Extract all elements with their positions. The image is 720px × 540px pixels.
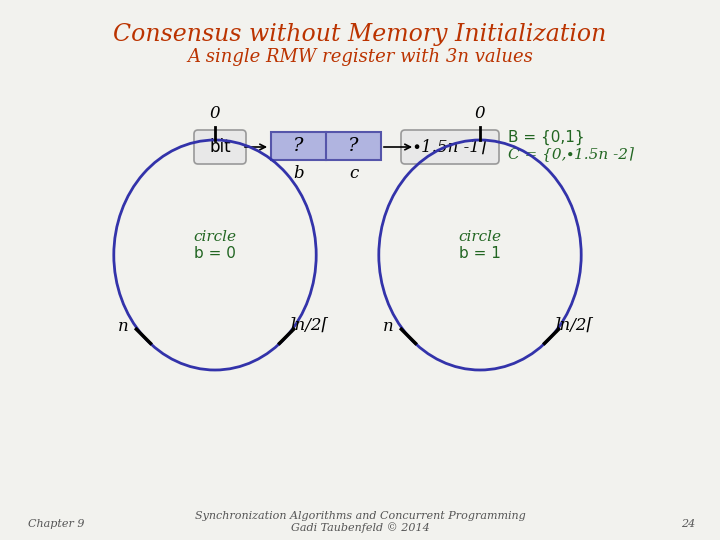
Text: ?: ? bbox=[348, 137, 359, 155]
Text: circle: circle bbox=[459, 230, 502, 244]
Text: bit: bit bbox=[210, 138, 231, 156]
Text: Consensus without Memory Initialization: Consensus without Memory Initialization bbox=[113, 23, 607, 45]
Text: n: n bbox=[118, 318, 129, 335]
Text: ?: ? bbox=[293, 137, 304, 155]
Text: Synchronization Algorithms and Concurrent Programming
Gadi Taubenfeld © 2014: Synchronization Algorithms and Concurren… bbox=[194, 511, 526, 534]
Text: ∙1.5n -1⌉: ∙1.5n -1⌉ bbox=[413, 138, 487, 156]
FancyBboxPatch shape bbox=[401, 130, 499, 164]
Text: 0: 0 bbox=[474, 105, 485, 122]
Text: circle: circle bbox=[194, 230, 236, 244]
FancyBboxPatch shape bbox=[271, 132, 381, 160]
Text: c: c bbox=[349, 165, 358, 183]
Text: b: b bbox=[293, 165, 304, 183]
Text: C = {0,∙1.5n -2⌉: C = {0,∙1.5n -2⌉ bbox=[508, 147, 634, 163]
Text: B = {0,1}: B = {0,1} bbox=[508, 130, 585, 145]
Text: A single RMW register with 3n values: A single RMW register with 3n values bbox=[187, 48, 533, 66]
Text: 0: 0 bbox=[210, 105, 220, 122]
Text: ⌉n/2⌈: ⌉n/2⌈ bbox=[554, 318, 593, 335]
Text: b = 1: b = 1 bbox=[459, 246, 501, 260]
Text: n: n bbox=[383, 318, 394, 335]
Text: b = 0: b = 0 bbox=[194, 246, 236, 260]
FancyBboxPatch shape bbox=[194, 130, 246, 164]
Text: ⌉n/2⌈: ⌉n/2⌈ bbox=[289, 318, 328, 335]
Text: Chapter 9: Chapter 9 bbox=[28, 519, 84, 529]
Text: 24: 24 bbox=[680, 519, 695, 529]
